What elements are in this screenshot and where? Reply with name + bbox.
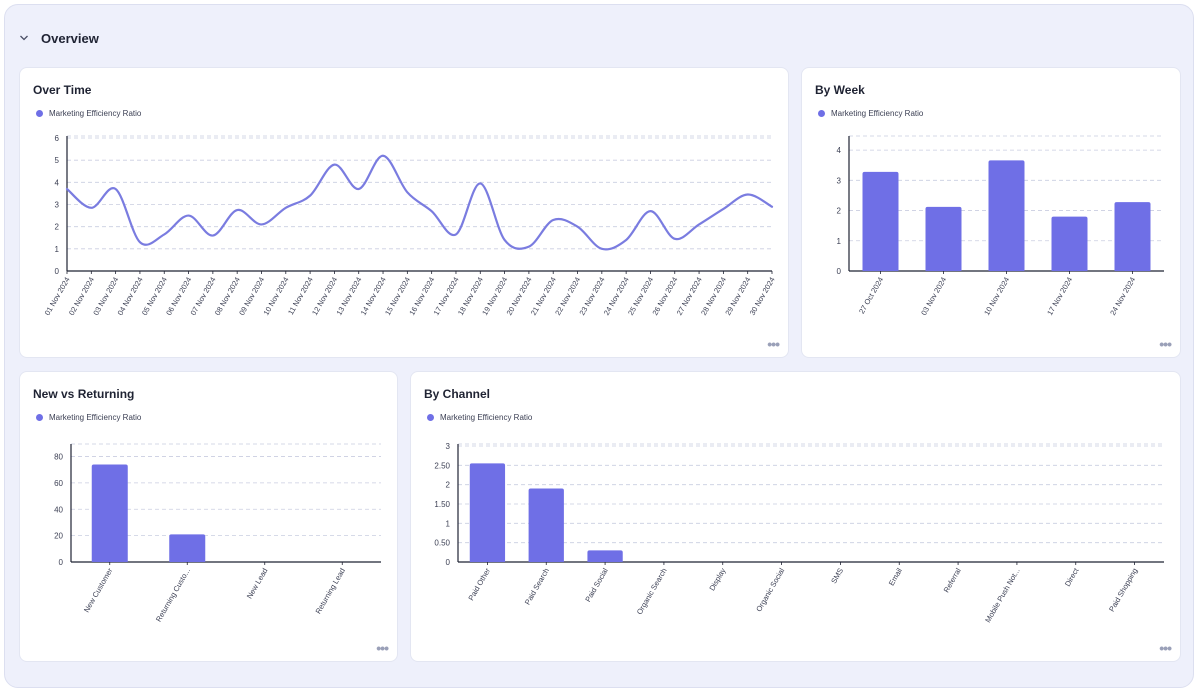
x-tick-label: 17 Nov 2024 — [1045, 276, 1074, 317]
x-tick-label: 03 Nov 2024 — [919, 276, 948, 317]
x-tick-label: Paid Shopping — [1107, 567, 1139, 614]
y-tick-label: 40 — [54, 505, 63, 514]
x-tick-label: Returning Custo... — [154, 567, 192, 624]
chevron-down-icon[interactable] — [19, 33, 29, 43]
chart-legend[interactable]: Marketing Efficiency Ratio — [427, 413, 532, 422]
legend-dot-icon — [36, 110, 43, 117]
by-week-chart: 0 1 2 3 4 27 Oct 2024 03 Nov 2024 10 Nov 2024 17… — [837, 135, 1164, 317]
more-options-icon[interactable]: ••• — [1159, 336, 1172, 352]
y-tick-label: 6 — [55, 134, 60, 143]
legend-dot-icon — [36, 414, 43, 421]
more-options-icon[interactable]: ••• — [767, 336, 780, 352]
y-tick-label: 1 — [446, 519, 451, 528]
y-tick-label: 2 — [446, 481, 451, 490]
x-tick-label: Paid Search — [523, 567, 551, 607]
y-tick-label: 0 — [55, 267, 60, 276]
new-vs-returning-card: New vs Returning Marketing Efficiency Ra… — [19, 371, 398, 662]
y-tick-label: 5 — [55, 156, 60, 165]
legend-dot-icon — [427, 414, 434, 421]
bar — [587, 550, 623, 562]
bar — [925, 206, 962, 271]
legend-label: Marketing Efficiency Ratio — [440, 413, 533, 422]
bar — [169, 534, 206, 562]
x-tick-label: Returning Lead — [314, 567, 347, 616]
x-tick-label: Email — [887, 566, 904, 587]
y-tick-label: 1 — [837, 237, 842, 246]
y-tick-label: 80 — [54, 453, 63, 462]
x-tick-label: Direct — [1063, 566, 1081, 588]
legend-label: Marketing Efficiency Ratio — [49, 109, 142, 118]
x-tick-label: New Customer — [82, 566, 115, 614]
series-line — [65, 154, 774, 251]
y-tick-label: 0 — [837, 267, 842, 276]
card-title: By Channel — [424, 387, 491, 401]
chart-legend[interactable]: Marketing Efficiency Ratio — [36, 109, 141, 118]
x-tick-label: Organic Search — [635, 567, 669, 617]
chart-legend[interactable]: Marketing Efficiency Ratio — [818, 109, 923, 118]
legend-dot-icon — [818, 110, 825, 117]
section-title: Overview — [41, 30, 99, 46]
x-tick-label: New Lead — [245, 567, 270, 601]
by-week-card: By Week Marketing Efficiency Ratio 0 1 2 3 4… — [801, 67, 1181, 358]
card-title: By Week — [815, 83, 865, 97]
x-tick-label: Organic Social — [754, 566, 786, 613]
y-tick-label: 0 — [59, 558, 64, 567]
bar — [1114, 202, 1151, 271]
bar — [91, 464, 128, 562]
y-tick-label: 3 — [446, 442, 451, 451]
y-tick-label: 1.50 — [434, 500, 450, 509]
y-tick-label: 2.50 — [434, 461, 450, 470]
more-options-icon[interactable]: ••• — [1159, 640, 1172, 656]
y-tick-label: 1 — [55, 245, 60, 254]
x-tick-label: Paid Other — [466, 566, 492, 602]
over-time-card: Over Time Marketing Efficiency Ratio 0 1 2… — [19, 67, 789, 358]
x-tick-label: SMS — [829, 567, 845, 586]
card-title: New vs Returning — [33, 387, 135, 401]
y-tick-label: 2 — [837, 207, 842, 216]
legend-label: Marketing Efficiency Ratio — [831, 109, 924, 118]
overview-panel: Overview Over Time Marketing Efficiency … — [4, 4, 1194, 688]
x-tick-label: Mobile Push Not... — [983, 567, 1021, 625]
x-tick-label: 10 Nov 2024 — [982, 276, 1011, 317]
new-vs-returning-chart: 0 20 40 60 80 New Customer Returning Custo... N… — [54, 443, 381, 624]
y-tick-label: 4 — [837, 146, 842, 155]
x-tick-label: 30 Nov 2024 — [748, 276, 777, 317]
bar — [862, 171, 899, 271]
bar — [1051, 216, 1088, 271]
x-tick-label: Paid Social — [583, 566, 610, 603]
y-tick-label: 2 — [55, 223, 60, 232]
y-tick-label: 3 — [837, 176, 842, 185]
y-tick-label: 20 — [54, 532, 63, 541]
by-channel-chart: 0 0.50 1 1.50 2 2.50 3 Paid Other Paid Search Pai… — [434, 442, 1164, 625]
x-tick-label: 27 Oct 2024 — [857, 276, 885, 316]
x-tick-label: 24 Nov 2024 — [1108, 276, 1137, 317]
legend-label: Marketing Efficiency Ratio — [49, 413, 142, 422]
y-tick-label: 0 — [446, 558, 451, 567]
bar — [988, 160, 1025, 271]
bar — [469, 463, 506, 562]
x-tick-label: Display — [707, 566, 727, 592]
y-tick-label: 4 — [55, 178, 60, 187]
bar — [528, 488, 564, 562]
chart-legend[interactable]: Marketing Efficiency Ratio — [36, 413, 141, 422]
more-options-icon[interactable]: ••• — [376, 640, 389, 656]
x-tick-label: Referral — [942, 566, 963, 594]
section-toggle[interactable]: Overview — [19, 27, 99, 49]
y-tick-label: 3 — [55, 201, 60, 210]
y-tick-label: 0.50 — [434, 539, 450, 548]
y-tick-label: 60 — [54, 479, 63, 488]
card-title: Over Time — [33, 83, 92, 97]
